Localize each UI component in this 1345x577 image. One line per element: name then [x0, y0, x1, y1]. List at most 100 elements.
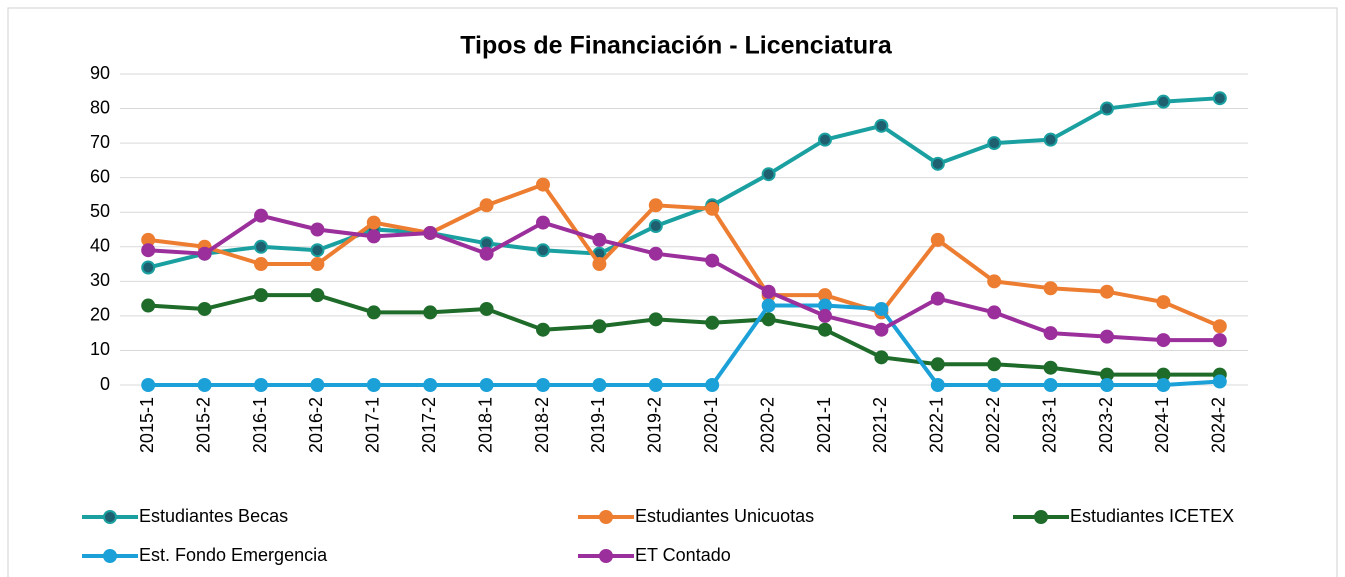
data-point [648, 198, 663, 213]
data-point [254, 378, 268, 392]
y-tick-label: 0 [100, 374, 110, 394]
data-point [254, 288, 268, 303]
data-point [479, 301, 494, 316]
data-point [1043, 378, 1058, 392]
data-point [592, 232, 607, 247]
y-tick-label: 90 [90, 63, 110, 83]
series-line [147, 182, 1221, 329]
data-point [1043, 326, 1058, 341]
data-point [874, 301, 889, 316]
data-point [705, 315, 720, 330]
data-point [536, 243, 550, 258]
data-point [987, 136, 1002, 151]
x-tick-label: 2016-1 [250, 397, 270, 453]
data-point [1100, 101, 1114, 116]
data-point [536, 177, 550, 192]
legend-label: ET Contado [635, 545, 731, 565]
data-point [930, 291, 945, 306]
data-point [310, 222, 325, 237]
data-point [141, 378, 156, 392]
x-tick-label: 2016-2 [306, 397, 326, 453]
legend-marker [103, 549, 117, 563]
data-point [818, 308, 832, 323]
data-point [366, 229, 381, 244]
y-tick-label: 80 [90, 97, 110, 117]
data-point [648, 246, 663, 261]
data-point [536, 378, 550, 392]
x-tick-label: 2015-1 [137, 397, 157, 453]
y-tick-label: 50 [90, 201, 110, 221]
x-tick-label: 2017-1 [363, 397, 383, 453]
data-point [423, 305, 438, 320]
data-point [705, 378, 720, 392]
series-line [148, 293, 1220, 377]
legend-marker [599, 510, 613, 524]
legend-marker [103, 510, 117, 524]
x-tick-label: 2024-1 [1152, 397, 1172, 453]
x-tick-label: 2022-1 [927, 397, 947, 453]
x-tick-label: 2023-2 [1096, 397, 1116, 453]
data-point [310, 288, 325, 303]
data-point [987, 305, 1002, 320]
data-point [536, 215, 550, 230]
data-point [648, 378, 663, 392]
data-point [197, 378, 212, 392]
x-tick-label: 2018-2 [532, 397, 552, 453]
data-point [366, 378, 381, 392]
data-point [930, 232, 945, 247]
data-point [761, 298, 776, 313]
data-point [310, 243, 325, 258]
data-point [366, 305, 381, 320]
data-point [141, 243, 156, 258]
data-point [761, 312, 776, 327]
data-point [818, 132, 832, 147]
data-point [423, 378, 438, 392]
data-point [648, 312, 663, 327]
data-point [366, 215, 381, 230]
data-point [1100, 284, 1114, 299]
data-point [1212, 333, 1227, 348]
data-point [310, 257, 325, 272]
x-tick-label: 2018-1 [475, 397, 495, 453]
data-point [930, 156, 945, 171]
data-point [930, 357, 945, 372]
data-point [874, 322, 889, 337]
data-point [1043, 360, 1058, 375]
data-point [1212, 319, 1227, 334]
x-tick-label: 2024-2 [1209, 397, 1229, 453]
legend-label: Est. Fondo Emergencia [139, 545, 328, 565]
data-point [592, 257, 607, 272]
series-line [148, 213, 1220, 343]
chart-title: Tipos de Financiación - Licenciatura [460, 32, 893, 60]
x-tick-label: 2021-1 [814, 397, 834, 453]
data-point [705, 201, 720, 216]
x-tick-label: 2019-2 [645, 397, 665, 453]
x-tick-label: 2019-1 [588, 397, 608, 453]
data-point [254, 239, 268, 254]
data-point [254, 208, 268, 223]
data-point [761, 167, 776, 182]
y-tick-label: 40 [90, 236, 110, 256]
series-line [147, 96, 1220, 270]
y-tick-label: 10 [90, 339, 110, 359]
data-point [818, 322, 832, 337]
data-point [592, 378, 607, 392]
data-point [1100, 329, 1114, 344]
data-point [1100, 378, 1114, 392]
legend-marker [1034, 510, 1048, 524]
data-point [1156, 94, 1171, 109]
x-tick-label: 2020-1 [701, 397, 721, 453]
legend-marker [599, 549, 613, 563]
y-tick-label: 30 [90, 270, 110, 290]
data-point [310, 378, 325, 392]
data-point [1212, 91, 1227, 106]
x-tick-label: 2020-2 [757, 397, 777, 453]
chart-frame [7, 7, 1338, 577]
data-point [648, 219, 663, 234]
data-point [1156, 333, 1171, 348]
data-point [197, 246, 212, 261]
data-point [423, 225, 438, 240]
data-point [479, 198, 494, 213]
data-point [254, 257, 268, 272]
